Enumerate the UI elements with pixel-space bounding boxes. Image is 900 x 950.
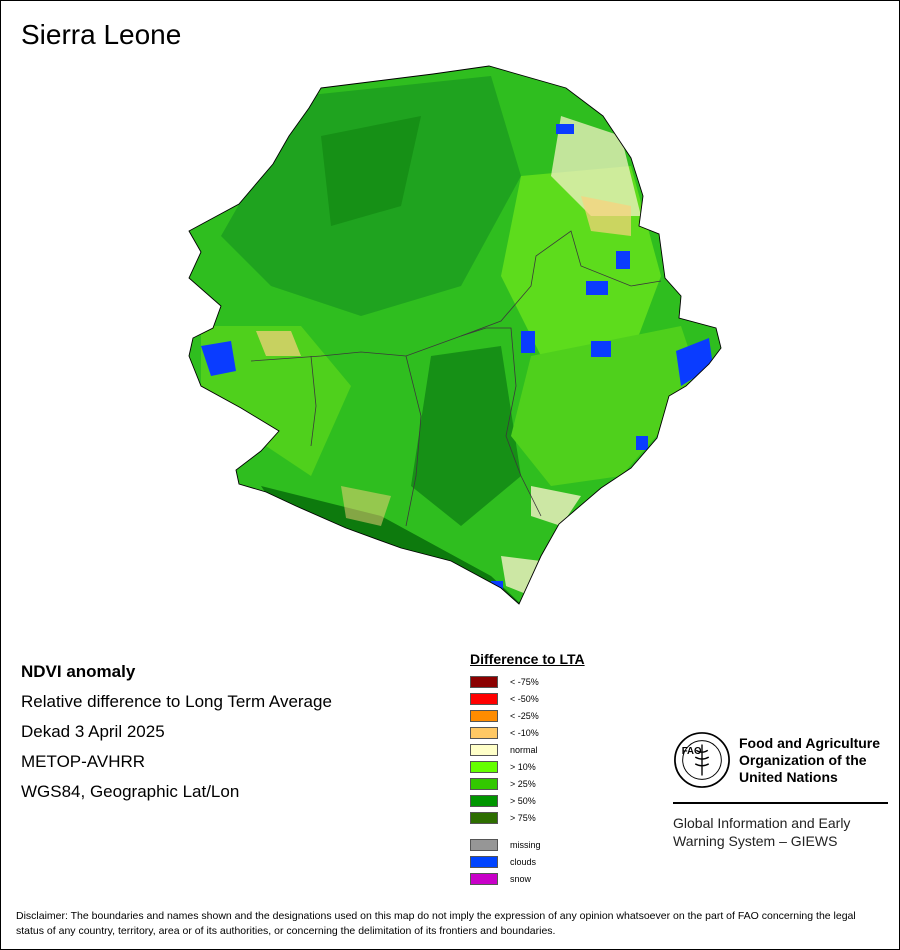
legend-class-label: < -10% bbox=[510, 727, 539, 738]
ndvi-raster bbox=[189, 66, 721, 604]
legend-extra-swatch bbox=[470, 872, 498, 885]
legend-class-label: > 25% bbox=[510, 778, 536, 789]
legend-class-swatch bbox=[470, 675, 498, 688]
legend-class-swatch bbox=[470, 760, 498, 773]
legend-class-row: > 25% bbox=[470, 775, 585, 792]
legend-class-label: > 50% bbox=[510, 795, 536, 806]
legend-class-row: > 75% bbox=[470, 809, 585, 826]
legend-extra-label: clouds bbox=[510, 856, 537, 867]
projection-label: WGS84, Geographic Lat/Lon bbox=[21, 782, 240, 801]
legend-class-label: > 75% bbox=[510, 812, 536, 823]
sensor-label: METOP-AVHRR bbox=[21, 752, 146, 771]
legend-class-label: normal bbox=[510, 744, 538, 755]
legend-class-row: normal bbox=[470, 741, 585, 758]
legend-extra-row: missing bbox=[470, 836, 585, 853]
legend-class-swatch bbox=[470, 709, 498, 722]
fao-emblem-icon: FAO bbox=[674, 732, 730, 788]
legend-class-swatch bbox=[470, 692, 498, 705]
disclaimer-text: Disclaimer: The boundaries and names sho… bbox=[16, 910, 856, 937]
legend-class-swatch bbox=[470, 726, 498, 739]
giews-name: Global Information and Early Warning Sys… bbox=[673, 815, 851, 849]
legend-extra-label: snow bbox=[510, 873, 532, 884]
product-name: NDVI anomaly bbox=[21, 662, 136, 681]
legend-extra-row: snow bbox=[470, 870, 585, 887]
legend-class-row: < -10% bbox=[470, 724, 585, 741]
legend-class-label: > 10% bbox=[510, 761, 536, 772]
legend-class-row: < -75% bbox=[470, 673, 585, 690]
legend-class-swatch bbox=[470, 811, 498, 824]
legend-extra-swatch bbox=[470, 838, 498, 851]
legend-class-swatch bbox=[470, 777, 498, 790]
legend-extra-swatch bbox=[470, 855, 498, 868]
legend-extra-row: clouds bbox=[470, 853, 585, 870]
legend-extra-label: missing bbox=[510, 839, 541, 850]
admin-boundaries bbox=[250, 230, 662, 527]
legend-class-row: > 10% bbox=[470, 758, 585, 775]
legend-class-label: < -50% bbox=[510, 693, 539, 704]
fao-letter-f: FAO bbox=[682, 746, 702, 757]
map-legend: Difference to LTA < -75% < -50% < -25% < -1… bbox=[470, 651, 585, 887]
legend-class-label: < -25% bbox=[510, 710, 539, 721]
period-label: Dekad 3 April 2025 bbox=[21, 722, 165, 741]
fao-org-name: Food and Agriculture Organization of the… bbox=[739, 735, 881, 785]
fao-divider bbox=[673, 802, 888, 804]
legend-extra: missing clouds snow bbox=[470, 836, 585, 887]
legend-title: Difference to LTA bbox=[470, 651, 585, 667]
legend-class-label: < -75% bbox=[510, 676, 539, 687]
legend-classes: < -75% < -50% < -25% < -10% normal > 10% > 25%… bbox=[470, 673, 585, 826]
country-map bbox=[161, 56, 731, 616]
legend-class-swatch bbox=[470, 743, 498, 756]
legend-class-row: < -50% bbox=[470, 690, 585, 707]
product-description: Relative difference to Long Term Average bbox=[21, 692, 332, 711]
map-metadata: NDVI anomaly Relative difference to Long… bbox=[21, 657, 332, 807]
page-title: Sierra Leone bbox=[21, 19, 182, 50]
legend-class-row: > 50% bbox=[470, 792, 585, 809]
legend-class-swatch bbox=[470, 794, 498, 807]
legend-class-row: < -25% bbox=[470, 707, 585, 724]
map-svg bbox=[188, 65, 722, 605]
